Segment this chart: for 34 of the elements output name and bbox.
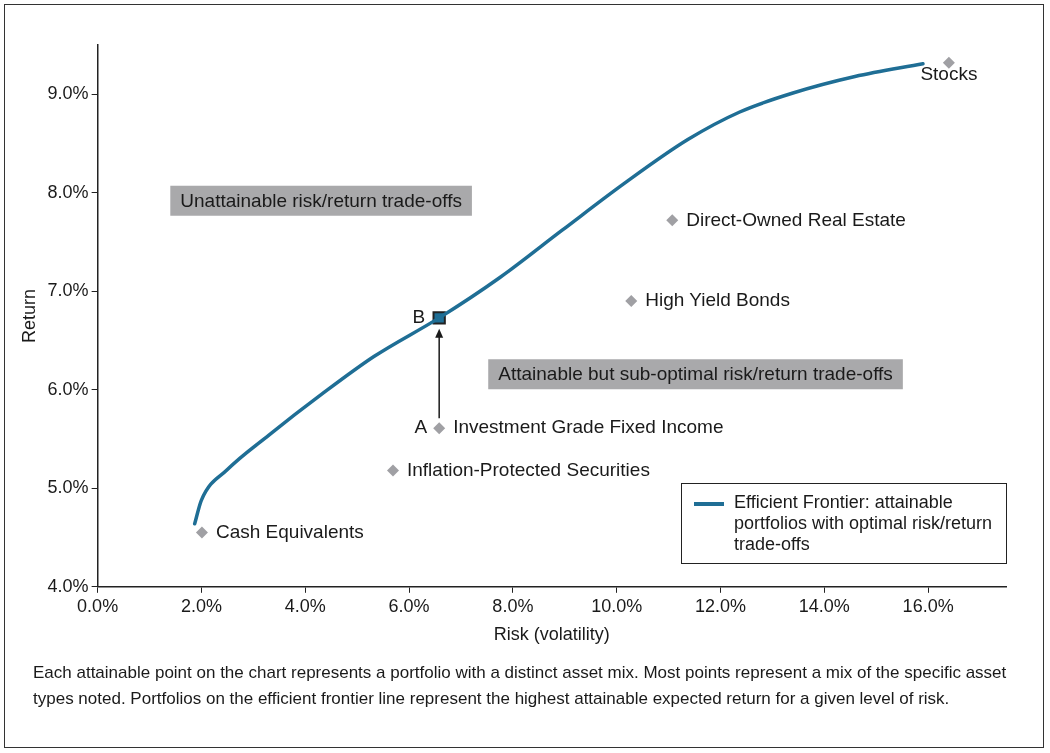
series-label: Investment Grade Fixed Income: [453, 416, 724, 438]
y-tick-label: 4.0%: [47, 575, 89, 596]
series-label: Inflation-Protected Securities: [406, 458, 650, 480]
x-tick-label: 8.0%: [492, 595, 534, 616]
point: [625, 295, 638, 308]
y-axis-title: Return: [18, 288, 39, 343]
y-tick-label: 8.0%: [47, 181, 89, 202]
y-tick-label: 9.0%: [47, 83, 89, 104]
annotation: A: [414, 416, 428, 438]
series-label: B: [412, 306, 426, 328]
series-label: Cash Equivalents: [215, 520, 364, 542]
x-tick-label: 2.0%: [180, 595, 222, 616]
x-tick-label: 4.0%: [284, 595, 326, 616]
x-tick-label: 16.0%: [902, 595, 954, 616]
text: Each attainable point on the chart represents a portfolio with a distinct asset mix. Most points represent a mix of the specific asset types noted. Portfolios on the efficient frontier line represent the highest attainable expected return for a given level of risk.: [33, 662, 1008, 710]
x-tick-label: 12.0%: [694, 595, 747, 616]
point: [386, 464, 399, 477]
legend-label: Efficient Frontier: attainable portfolios with optimal risk/return trade-offs: [734, 492, 994, 555]
x-tick-label: 10.0%: [591, 595, 643, 616]
x-axis-title: Risk (volatility): [493, 624, 610, 645]
annotation: Unattainable risk/return trade-offs: [180, 190, 462, 212]
series-label: High Yield Bonds: [645, 289, 790, 311]
series-label: Direct-Owned Real Estate: [686, 208, 906, 230]
x-tick-label: 0.0%: [77, 595, 119, 616]
point: [433, 422, 446, 435]
annotation: Attainable but sub-optimal risk/return trade-offs: [498, 363, 893, 385]
y-tick-label: 6.0%: [47, 378, 89, 399]
series-label: Stocks: [920, 63, 978, 85]
point: [666, 214, 679, 227]
point: [195, 526, 208, 539]
y-tick-label: 7.0%: [47, 280, 89, 301]
x-tick-label: 14.0%: [798, 595, 850, 616]
y-tick-label: 5.0%: [47, 477, 89, 498]
x-tick-label: 6.0%: [388, 595, 430, 616]
